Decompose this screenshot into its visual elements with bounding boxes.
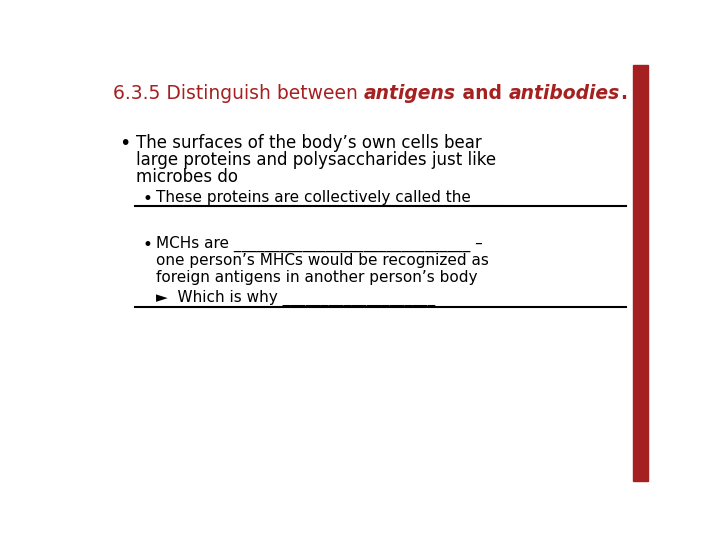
Bar — [632, 65, 648, 481]
Text: and: and — [456, 84, 508, 103]
Text: antigens: antigens — [364, 84, 456, 103]
Text: ►  Which is why ____________________: ► Which is why ____________________ — [156, 289, 435, 306]
Text: These proteins are collectively called the ____: These proteins are collectively called t… — [156, 190, 506, 206]
Text: •: • — [143, 190, 153, 207]
Text: large proteins and polysaccharides just like: large proteins and polysaccharides just … — [137, 151, 497, 169]
Text: .: . — [620, 84, 627, 103]
Text: microbes do: microbes do — [137, 168, 238, 186]
Text: antibodies: antibodies — [508, 84, 620, 103]
Text: 6.3.5 Distinguish between: 6.3.5 Distinguish between — [113, 84, 364, 103]
Text: MCHs are _______________________________ –: MCHs are _______________________________… — [156, 236, 482, 252]
Text: •: • — [143, 236, 153, 254]
Text: •: • — [120, 134, 131, 153]
Text: The surfaces of the body’s own cells bear: The surfaces of the body’s own cells bea… — [137, 134, 482, 152]
Text: one person’s MHCs would be recognized as: one person’s MHCs would be recognized as — [156, 253, 489, 268]
Text: foreign antigens in another person’s body: foreign antigens in another person’s bod… — [156, 269, 477, 285]
